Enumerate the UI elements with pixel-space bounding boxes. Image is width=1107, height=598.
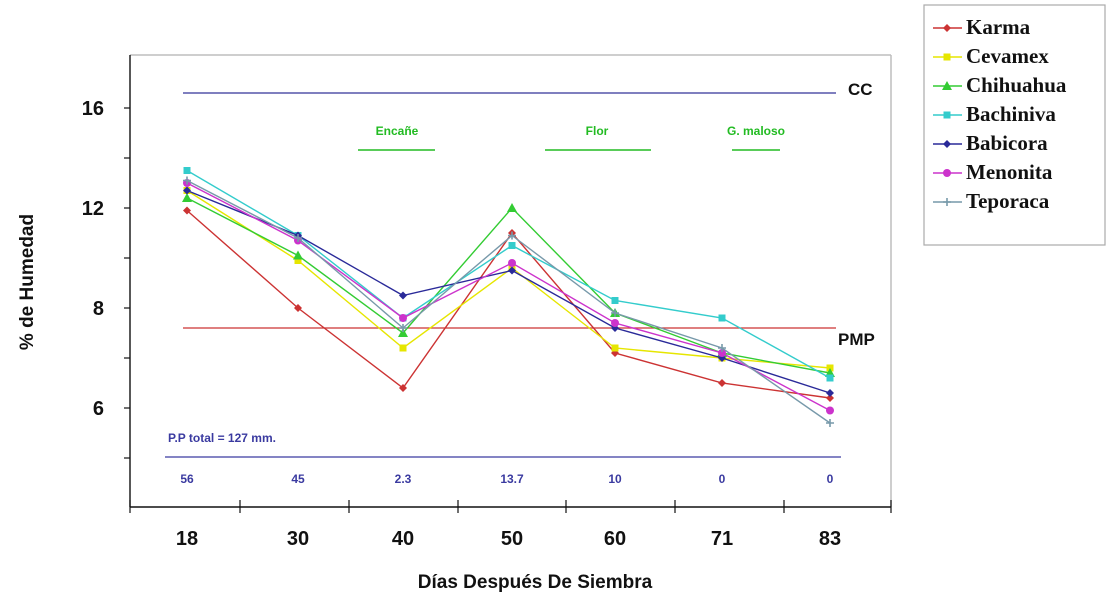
data-point xyxy=(508,266,516,275)
y-tick-label: 8 xyxy=(93,298,104,320)
data-point xyxy=(611,309,619,317)
x-tick-label: 50 xyxy=(501,528,523,550)
precipitation-value: 13.7 xyxy=(500,472,524,486)
reference-label: CC xyxy=(848,80,873,99)
reference-label: PMP xyxy=(838,330,875,349)
data-point xyxy=(826,406,834,415)
plot-area: 16 12 8 6 18 30 40 50 60 71 83 Días Después De Siem… xyxy=(17,54,892,593)
series-line xyxy=(186,189,831,394)
data-point xyxy=(183,167,191,174)
data-point xyxy=(508,259,516,267)
data-point xyxy=(826,374,834,382)
data-point xyxy=(611,344,619,352)
precipitation-value: 0 xyxy=(827,472,834,486)
series-menonita xyxy=(183,179,834,415)
data-point xyxy=(399,344,407,352)
x-tick-label: 60 xyxy=(604,528,626,550)
data-point xyxy=(718,349,726,357)
legend-label: Chihuahua xyxy=(966,73,1067,97)
data-point xyxy=(399,291,407,300)
x-tick-label: 30 xyxy=(287,528,309,550)
data-point xyxy=(943,198,951,206)
data-point xyxy=(942,81,952,90)
y-tick-label: 6 xyxy=(93,398,104,420)
series-teporaca xyxy=(183,176,834,427)
precipitation-total-label: P.P total = 127 mm. xyxy=(168,431,276,445)
data-point xyxy=(826,389,834,397)
data-point xyxy=(294,234,302,242)
precipitation-value: 2.3 xyxy=(395,472,412,486)
y-axis-title: % de Humedad xyxy=(17,214,38,350)
precipitation-value: 0 xyxy=(719,472,726,486)
data-point xyxy=(943,24,951,32)
data-point xyxy=(183,206,191,215)
legend: Karma Cevamex Chihuahua Bachiniva Babicora Me… xyxy=(923,4,1106,246)
precipitation-value: 45 xyxy=(291,472,305,486)
data-point xyxy=(718,379,726,387)
series-line xyxy=(186,179,831,424)
data-point xyxy=(507,203,517,212)
data-point xyxy=(294,257,302,264)
data-point xyxy=(182,193,192,202)
data-point xyxy=(826,419,834,427)
precipitation-value: 10 xyxy=(608,472,622,486)
series-chihuahua xyxy=(182,193,835,377)
legend-label: Menonita xyxy=(966,160,1053,184)
data-point xyxy=(293,250,303,260)
legend-label: Karma xyxy=(966,15,1031,39)
x-tick-label: 18 xyxy=(176,528,198,550)
data-point xyxy=(943,111,951,119)
y-tick-label: 12 xyxy=(82,198,104,220)
data-point xyxy=(398,328,408,337)
series-line xyxy=(186,182,831,412)
data-point xyxy=(718,344,726,352)
legend-label: Cevamex xyxy=(966,44,1049,68)
series-babicora xyxy=(183,186,834,397)
x-tick-label: 40 xyxy=(392,528,414,550)
series-bachiniva xyxy=(183,167,834,382)
series-cevamex xyxy=(183,187,834,372)
data-point xyxy=(943,140,951,148)
x-axis-title: Días Después De Siembra xyxy=(418,572,653,593)
data-point xyxy=(943,169,951,177)
data-point xyxy=(183,186,191,195)
data-point xyxy=(399,314,407,322)
series-line xyxy=(186,169,831,379)
y-tick-label: 16 xyxy=(82,98,104,120)
data-point xyxy=(611,319,619,327)
stage-label: G. maloso xyxy=(727,124,785,138)
data-point xyxy=(508,242,516,249)
legend-label: Bachiniva xyxy=(966,102,1056,126)
data-point xyxy=(399,324,407,332)
stage-label: Flor xyxy=(586,124,609,138)
data-point xyxy=(399,384,407,392)
legend-label: Babicora xyxy=(966,131,1048,155)
legend-box xyxy=(923,4,1106,246)
data-point xyxy=(183,176,191,185)
legend-label: Teporaca xyxy=(966,189,1050,213)
series-line xyxy=(186,189,831,369)
data-point xyxy=(611,297,619,304)
x-tick-label: 83 xyxy=(819,528,841,550)
precipitation-value: 56 xyxy=(180,472,194,486)
data-point xyxy=(294,304,302,312)
x-tick-label: 71 xyxy=(711,528,733,550)
data-point xyxy=(718,314,726,322)
series-line xyxy=(186,197,831,374)
data-point xyxy=(943,53,951,61)
data-point xyxy=(826,394,834,402)
data-point xyxy=(508,231,516,240)
stage-label: Encañe xyxy=(376,124,419,138)
